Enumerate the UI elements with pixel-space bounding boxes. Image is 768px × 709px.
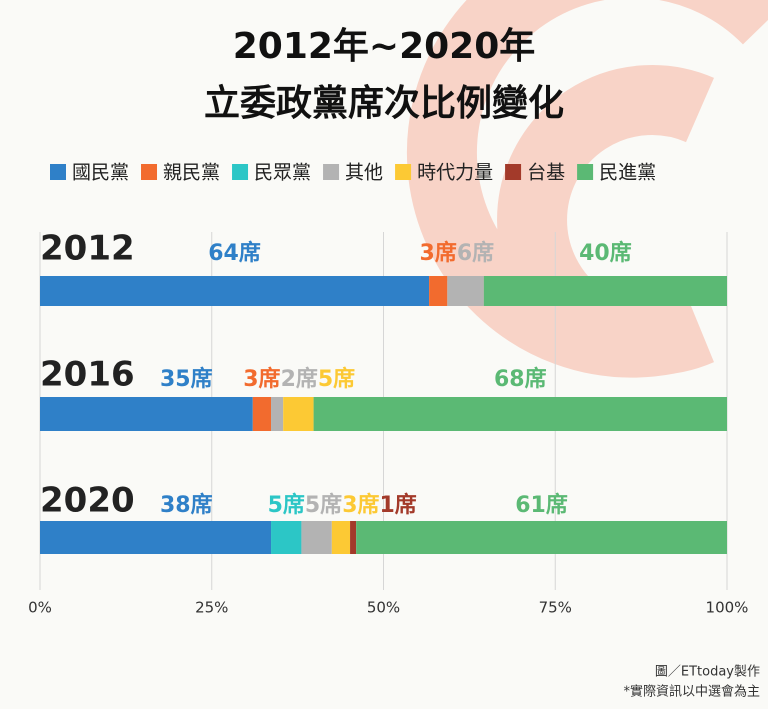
x-tick-label: 0% (28, 599, 52, 617)
bar-segment (252, 397, 272, 431)
y-tick-label: 2012 (40, 229, 135, 269)
bar-segment (331, 521, 351, 554)
legend-label: 台基 (527, 162, 565, 184)
data-label: 3席 (420, 240, 457, 266)
data-label: 68席 (494, 366, 547, 392)
data-label: 2席 (281, 366, 318, 392)
data-label: 64席 (208, 240, 261, 266)
bar-segment (40, 276, 430, 306)
legend-label: 親民黨 (163, 162, 220, 184)
data-label: 35席 (160, 366, 213, 392)
bar-segment (301, 521, 332, 554)
chart-title: 立委政黨席次比例變化 (204, 83, 564, 124)
data-label: 5席 (268, 492, 305, 518)
legend-swatch (50, 164, 66, 180)
data-label: 5席 (305, 492, 342, 518)
data-label: 6席 (457, 240, 494, 266)
bar-segment (283, 397, 314, 431)
legend-label: 民進黨 (599, 162, 656, 184)
bar-segment (313, 397, 727, 431)
bar-segment (350, 521, 357, 554)
chart-title: 2012年~2020年 (233, 26, 536, 67)
legend-label: 其他 (345, 162, 383, 184)
legend-label: 民眾黨 (254, 162, 311, 184)
data-label: 3席 (342, 492, 379, 518)
y-tick-label: 2016 (40, 355, 135, 395)
x-tick-label: 100% (706, 599, 749, 617)
legend-swatch (505, 164, 522, 180)
legend-swatch (232, 164, 249, 180)
legend-swatch (577, 164, 594, 180)
bar-segment (429, 276, 448, 306)
legend-swatch (323, 164, 340, 180)
data-label: 40席 (579, 240, 632, 266)
x-tick-label: 25% (195, 599, 228, 617)
y-tick-label: 2020 (40, 481, 135, 521)
bar-segment (271, 521, 302, 554)
x-tick-label: 75% (539, 599, 572, 617)
bar-segment (447, 276, 484, 306)
annotation: 圖／ETtoday製作 (655, 665, 760, 680)
legend-label: 時代力量 (417, 162, 493, 184)
bar-segment (483, 276, 727, 306)
data-label: 3席 (243, 366, 280, 392)
data-label: 5席 (318, 366, 355, 392)
data-label: 1席 (380, 492, 417, 518)
annotation: *實際資訊以中選會為主 (623, 684, 760, 700)
decoration (406, 0, 768, 378)
bar-segment (356, 521, 727, 554)
x-tick-label: 50% (367, 599, 400, 617)
legend-swatch (395, 164, 412, 180)
data-label: 38席 (160, 492, 213, 518)
legend-label: 國民黨 (72, 162, 129, 184)
legend-swatch (141, 164, 158, 180)
bar-segment (40, 521, 272, 554)
bar-segment (271, 397, 284, 431)
bar-segment (40, 397, 253, 431)
data-label: 61席 (515, 492, 568, 518)
